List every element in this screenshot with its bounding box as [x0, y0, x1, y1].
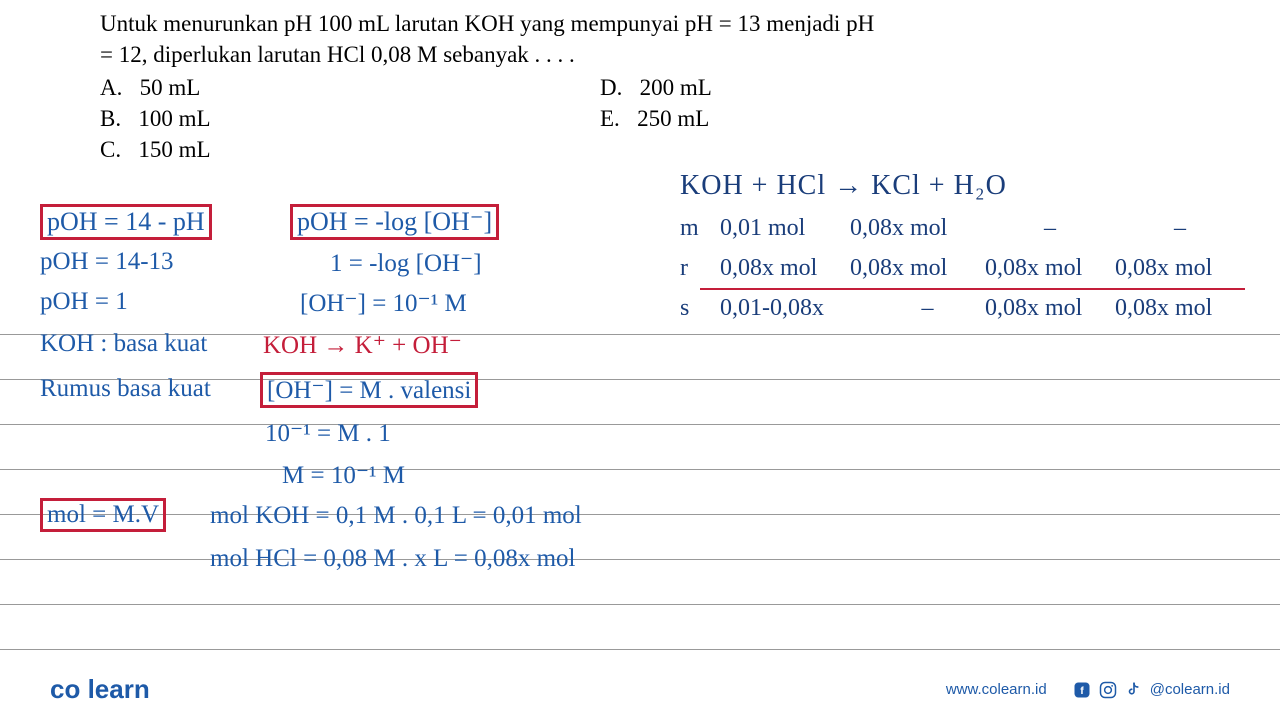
option-e: E. 250 mL [600, 103, 900, 134]
work-l3a: KOH : basa kuat [40, 330, 207, 358]
work-l1a: pOH = 14-13 [40, 248, 174, 276]
option-d: D. 200 mL [600, 72, 900, 103]
formula-box-mol: mol = M.V [40, 498, 166, 532]
option-a: A. 50 mL [100, 72, 600, 103]
svg-text:f: f [1080, 684, 1084, 696]
footer-url: www.colearn.id [946, 681, 1047, 698]
footer: co learn www.colearn.id f @colearn.id [0, 674, 1280, 705]
formula-box-valensi: [OH⁻] = M . valensi [260, 372, 478, 408]
reaction-equation: KOH + HCl → KCl + H₂O [680, 170, 1007, 202]
formula-box-log: pOH = -log [OH⁻] [290, 204, 499, 240]
work-l2a: pOH = 1 [40, 288, 128, 316]
question-text: Untuk menurunkan pH 100 mL larutan KOH y… [0, 0, 1280, 70]
reaction-row-s: s 0,01-0,08x – 0,08x mol 0,08x mol [680, 295, 1245, 322]
reaction-divider [700, 288, 1245, 290]
facebook-icon: f [1072, 680, 1092, 700]
work-l8: mol HCl = 0,08 M . x L = 0,08x mol [210, 545, 575, 573]
work-l3b: KOH → K⁺ + OH⁻ [263, 330, 462, 360]
tiktok-icon [1124, 680, 1144, 700]
reaction-row-m: m 0,01 mol 0,08x mol – – [680, 215, 1245, 242]
formula-box-poh: pOH = 14 - pH [40, 204, 212, 240]
reaction-row-r: r 0,08x mol 0,08x mol 0,08x mol 0,08x mo… [680, 255, 1245, 282]
work-l7: mol KOH = 0,1 M . 0,1 L = 0,01 mol [210, 502, 582, 530]
question-line2: = 12, diperlukan larutan HCl 0,08 M seba… [100, 39, 1190, 70]
social-icons: f @colearn.id [1072, 680, 1230, 700]
option-c: C. 150 mL [100, 134, 600, 165]
work-l4a: Rumus basa kuat [40, 375, 211, 403]
work-l2b: [OH⁻] = 10⁻¹ M [300, 288, 467, 318]
options-block: A. 50 mL D. 200 mL B. 100 mL E. 250 mL C… [0, 70, 1280, 165]
work-l5: 10⁻¹ = M . 1 [265, 418, 391, 448]
work-l1b: 1 = -log [OH⁻] [330, 248, 482, 278]
instagram-icon [1098, 680, 1118, 700]
option-b: B. 100 mL [100, 103, 600, 134]
question-line1: Untuk menurunkan pH 100 mL larutan KOH y… [100, 8, 1190, 39]
work-l6: M = 10⁻¹ M [282, 460, 405, 490]
social-handle: @colearn.id [1150, 681, 1230, 698]
logo: co learn [50, 674, 150, 705]
